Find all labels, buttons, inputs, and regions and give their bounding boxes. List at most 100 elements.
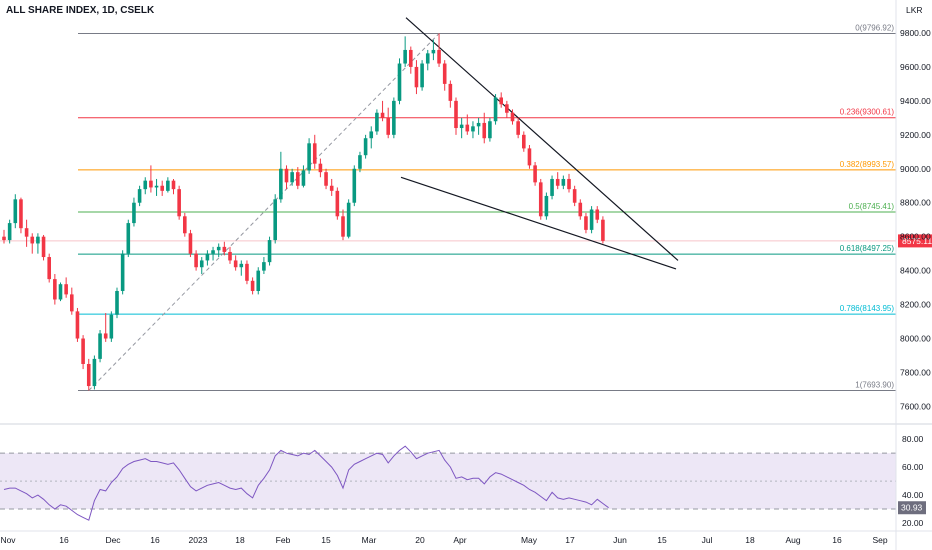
candle-body [527, 148, 532, 166]
candle-body [442, 63, 447, 84]
time-tick-label: 16 [150, 535, 160, 545]
candle-body [324, 172, 328, 186]
candle-body [132, 202, 136, 224]
candle-body [120, 253, 125, 291]
candle-body [369, 131, 374, 139]
candle-body [437, 49, 441, 64]
candle-body [166, 180, 170, 191]
candle-body [380, 112, 385, 118]
candle-body [595, 209, 600, 220]
rsi-last-label: 30.93 [901, 503, 923, 513]
price-tick-label: 8200.00 [900, 300, 931, 310]
time-tick-label: 16 [59, 535, 69, 545]
chart-title: ALL SHARE INDEX, 1D, CSELK [6, 5, 155, 16]
fib-level-label: 0.786(8143.95) [840, 304, 895, 313]
time-tick-label: Jul [702, 535, 713, 545]
time-tick-label: 17 [565, 535, 575, 545]
candle-body [211, 250, 215, 254]
candle-body [544, 195, 549, 217]
candle-body [205, 253, 210, 261]
price-tick-label: 7600.00 [900, 401, 931, 411]
candle-body [561, 178, 566, 186]
last-price-label: 8575.11 [902, 236, 932, 246]
price-tick-label: 8800.00 [900, 198, 931, 208]
candle-body [58, 284, 63, 300]
price-tick-label: 9000.00 [900, 164, 931, 174]
rsi-pane[interactable]: 30.93 [0, 445, 926, 521]
price-tick-label: 9800.00 [900, 28, 931, 38]
candle-body [53, 279, 57, 300]
candle-body [572, 189, 577, 203]
time-tick-label: Sep [872, 535, 887, 545]
candle-body [41, 236, 46, 258]
candle-body [262, 262, 266, 271]
candle-body [279, 168, 283, 200]
candle-body [115, 290, 119, 315]
candle-body [459, 124, 464, 129]
candle-body [70, 294, 74, 312]
candle-body [199, 260, 204, 268]
price-tick-label: 9400.00 [900, 96, 931, 106]
candle-body [7, 223, 12, 241]
candle-body [75, 311, 80, 339]
candle-body [476, 122, 481, 127]
candle-body [183, 216, 187, 234]
candle-body [36, 236, 40, 244]
price-pane[interactable]: 0(9796.92) 0.236(9300.61) 0.382(8993.57) 0.… [0, 17, 932, 391]
candle-body [250, 280, 255, 291]
candle-body [578, 202, 583, 217]
candle-body [555, 178, 560, 186]
candle-body [109, 314, 114, 339]
candle-body [329, 185, 334, 191]
rsi-tick-label: 60.00 [902, 462, 924, 472]
rsi-tick-label: 20.00 [902, 518, 924, 528]
fib-level-label: 0.5(8745.41) [849, 202, 895, 211]
candle-body [64, 284, 68, 295]
candle-body [267, 240, 272, 263]
time-tick-label: 18 [745, 535, 755, 545]
candle-body [19, 199, 23, 229]
candle-body [301, 170, 306, 186]
fib-level-label: 0.382(8993.57) [840, 160, 895, 169]
price-tick-label: 8000.00 [900, 334, 931, 344]
candle-body [516, 121, 520, 135]
candle-body [352, 168, 357, 203]
candle-body [222, 246, 227, 252]
candle-body [409, 49, 413, 67]
candle-body [403, 49, 407, 64]
time-tick-label: 15 [657, 535, 667, 545]
lower-trendline [400, 176, 677, 270]
candle-body [194, 253, 198, 268]
candle-body [431, 49, 436, 54]
fib-anchor-line [88, 33, 440, 391]
candle-body [98, 333, 102, 359]
candle-body [505, 104, 509, 113]
candle-body [522, 134, 526, 149]
candle-body [312, 143, 317, 164]
candle-body [584, 216, 588, 230]
price-tick-label: 9600.00 [900, 62, 931, 72]
candle-body [375, 112, 379, 132]
candle-body [335, 190, 340, 217]
candle-body [24, 228, 29, 237]
candle-body [273, 199, 277, 241]
candle-body [454, 100, 458, 129]
time-tick-label: Feb [276, 535, 291, 545]
candle-body [425, 53, 430, 64]
candle-body [137, 189, 142, 203]
candle-body [318, 163, 323, 173]
candle-body [245, 263, 249, 281]
rsi-tick-label: 80.00 [902, 434, 924, 444]
candle-body [493, 97, 498, 122]
candle-body [363, 138, 368, 156]
last-price-badge [898, 234, 932, 248]
upper-trendline [405, 17, 679, 261]
candle-body [233, 260, 238, 268]
fib-level-label: 1(7693.90) [855, 380, 894, 389]
candle-body [482, 122, 487, 139]
candle-body [538, 182, 543, 217]
candle-body [414, 66, 419, 88]
candle-body [47, 257, 51, 280]
candle-body [589, 209, 594, 230]
